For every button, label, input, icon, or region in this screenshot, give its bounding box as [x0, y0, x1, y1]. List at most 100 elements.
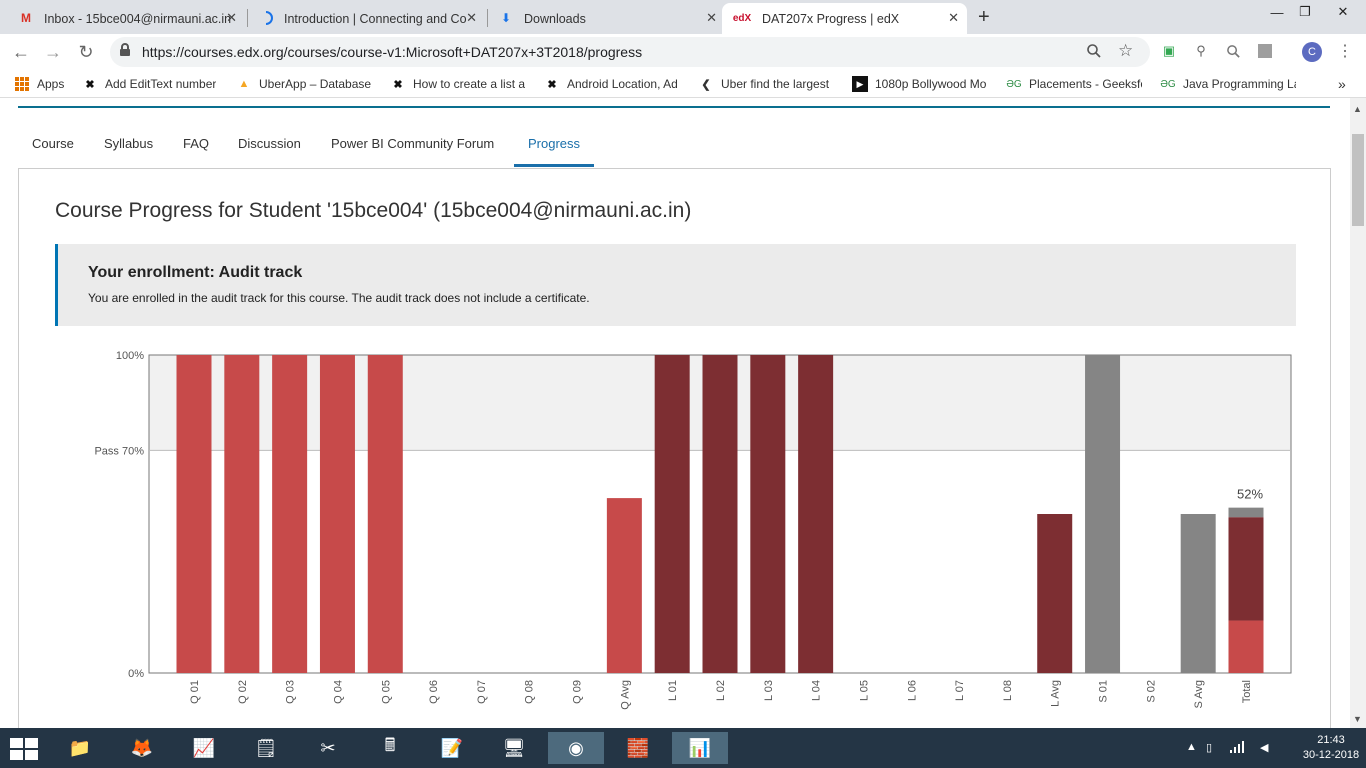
grade-bar — [367, 355, 403, 673]
x-tick-label: S 01 — [1098, 680, 1110, 703]
url-text[interactable]: https://courses.edx.org/courses/course-v… — [142, 44, 643, 60]
calculator-icon[interactable]: 🖩 — [384, 735, 396, 755]
zoom-icon[interactable] — [1086, 43, 1102, 63]
x-tick-label: L 07 — [954, 680, 966, 701]
bookmark-item[interactable]: ✖ Android Location, Ad — [544, 75, 680, 93]
sticky-notes-icon[interactable]: 🗒 — [254, 737, 278, 758]
back-button[interactable]: ← — [10, 41, 32, 63]
browser-tab-edx-progress[interactable]: edX DAT207x Progress | edX ✕ — [722, 3, 967, 34]
tab-title: DAT207x Progress | edX — [762, 11, 900, 26]
tab-title: Introduction | Connecting and Co — [284, 11, 467, 26]
grade-bar — [606, 498, 642, 673]
x-tick-label: L 01 — [667, 680, 679, 701]
minimize-button[interactable]: — — [1270, 4, 1284, 20]
tab-faq[interactable]: FAQ — [183, 136, 210, 151]
address-bar[interactable]: https://courses.edx.org/courses/course-v… — [110, 37, 1150, 67]
profile-avatar[interactable]: C — [1302, 42, 1322, 62]
scroll-up-icon[interactable]: ▲ — [1353, 104, 1362, 114]
tab-power-bi-forum[interactable]: Power BI Community Forum — [331, 136, 495, 151]
file-explorer-icon[interactable]: 📁 — [68, 737, 92, 758]
close-icon[interactable]: ✕ — [466, 10, 477, 25]
power-bi-icon[interactable]: 📊 — [672, 732, 728, 764]
x-tick-label: L 03 — [763, 680, 775, 701]
bookmark-item[interactable]: ▶ 1080p Bollywood Mo — [852, 75, 988, 93]
enrollment-text: You are enrolled in the audit track for … — [88, 291, 590, 305]
geeksforgeeks-icon: ƏG — [1006, 78, 1022, 90]
enrollment-title: Your enrollment: Audit track — [88, 264, 303, 281]
extension-search-icon[interactable] — [1224, 42, 1242, 60]
close-icon[interactable]: ✕ — [948, 10, 959, 25]
bookmark-item[interactable]: ✖ Add EditText number — [82, 75, 218, 93]
volume-icon[interactable]: ◀ — [1260, 742, 1269, 754]
bookmarks-bar: Apps ✖ Add EditText number ▲ UberApp – D… — [0, 70, 1366, 98]
menu-kebab-icon[interactable]: ⋮ — [1337, 43, 1353, 60]
bookmark-item[interactable]: ▲ UberApp – Database — [236, 75, 372, 93]
scroll-down-icon[interactable]: ▼ — [1353, 714, 1362, 724]
x-tick-label: Q 08 — [524, 680, 536, 704]
snipping-tool-icon[interactable]: ✂ — [320, 737, 336, 758]
chrome-icon[interactable]: ◉ — [548, 732, 604, 764]
x-tick-label: S 02 — [1145, 680, 1157, 703]
x-tick-label: L 06 — [906, 680, 918, 701]
bookmark-item[interactable]: ✖ How to create a list a — [390, 75, 526, 93]
play-icon: ▶ — [852, 76, 868, 92]
tray-chevron-icon[interactable]: ▲ — [1186, 741, 1197, 753]
gmail-icon: M — [21, 11, 31, 25]
page-scrollbar[interactable]: ▲ ▼ — [1350, 98, 1366, 728]
x-tick-label: L 04 — [811, 680, 823, 701]
x-tick-label: Q 06 — [428, 680, 440, 704]
extension-inbox-icon[interactable]: ▣ — [1162, 43, 1176, 58]
network-signal-icon[interactable] — [1230, 741, 1244, 756]
geeksforgeeks-icon: ƏG — [1160, 78, 1176, 90]
reload-icon: ↻ — [78, 41, 94, 62]
browser-toolbar: ← → ↻ https://courses.edx.org/courses/co… — [0, 34, 1366, 70]
network-icon[interactable]: 🧱 — [626, 737, 650, 758]
tray-device-icon[interactable]: ▯ — [1206, 742, 1213, 754]
close-icon[interactable]: ✕ — [706, 10, 717, 25]
active-tab-indicator — [514, 164, 594, 167]
extension-grey-icon[interactable] — [1256, 42, 1274, 60]
grade-bar — [750, 355, 786, 673]
tab-syllabus[interactable]: Syllabus — [104, 136, 154, 151]
tab-separator — [247, 9, 248, 27]
bookmark-item[interactable]: ƏG Placements - Geeksfo — [1006, 77, 1142, 91]
bookmark-star-icon[interactable]: ☆ — [1118, 41, 1134, 60]
forward-button[interactable]: → — [42, 41, 64, 63]
tab-title: Downloads — [524, 11, 586, 26]
x-tick-label: Q 05 — [380, 680, 392, 704]
x-tick-label: Q 01 — [189, 680, 201, 704]
tab-discussion[interactable]: Discussion — [238, 136, 301, 151]
browser-tab-introduction[interactable]: Introduction | Connecting and Co ✕ — [240, 3, 485, 34]
x-logo-icon: ✖ — [547, 78, 557, 91]
bookmark-item[interactable]: ❮ Uber find the largest — [698, 75, 834, 93]
tab-progress[interactable]: Progress — [528, 136, 581, 151]
notepad-icon[interactable]: 📝 — [440, 737, 464, 758]
browser-tab-downloads[interactable]: ⬇ Downloads ✕ — [480, 3, 725, 34]
scroll-thumb[interactable] — [1352, 134, 1364, 226]
bookmark-apps[interactable]: Apps — [14, 75, 74, 93]
clock-date: 30-12-2018 — [1302, 749, 1360, 761]
windows-start-button[interactable] — [10, 738, 38, 760]
bookmarks-overflow-button[interactable]: » — [1338, 76, 1346, 92]
x-tick-label: L Avg — [1050, 680, 1062, 707]
restore-button[interactable]: ❐ — [1299, 4, 1311, 19]
close-window-button[interactable]: ✕ — [1337, 4, 1349, 19]
y-tick-label: Pass 70% — [94, 445, 144, 457]
lock-icon — [120, 43, 130, 56]
grade-bar — [319, 355, 355, 673]
browser-tab-gmail[interactable]: M Inbox - 15bce004@nirmauni.ac.in ✕ — [0, 3, 245, 34]
loading-spinner-icon — [258, 10, 274, 26]
tab-course[interactable]: Course — [32, 136, 74, 151]
new-tab-button[interactable]: + — [978, 6, 990, 28]
tab-separator — [487, 9, 488, 27]
bookmark-item[interactable]: ƏG Java Programming La — [1160, 77, 1296, 91]
taskbar-clock[interactable]: 21:43 30-12-2018 — [1296, 733, 1366, 763]
task-manager-icon[interactable]: 📈 — [192, 737, 216, 758]
reload-button[interactable]: ↻ — [75, 41, 97, 63]
firefox-icon[interactable]: 🦊 — [130, 737, 154, 758]
x-tick-label: Q 04 — [332, 680, 344, 704]
grade-bar — [1180, 514, 1216, 673]
close-icon[interactable]: ✕ — [226, 10, 237, 25]
extension-bike-icon[interactable]: ⚲ — [1196, 43, 1206, 58]
control-panel-icon[interactable]: 🖥 — [502, 737, 526, 758]
